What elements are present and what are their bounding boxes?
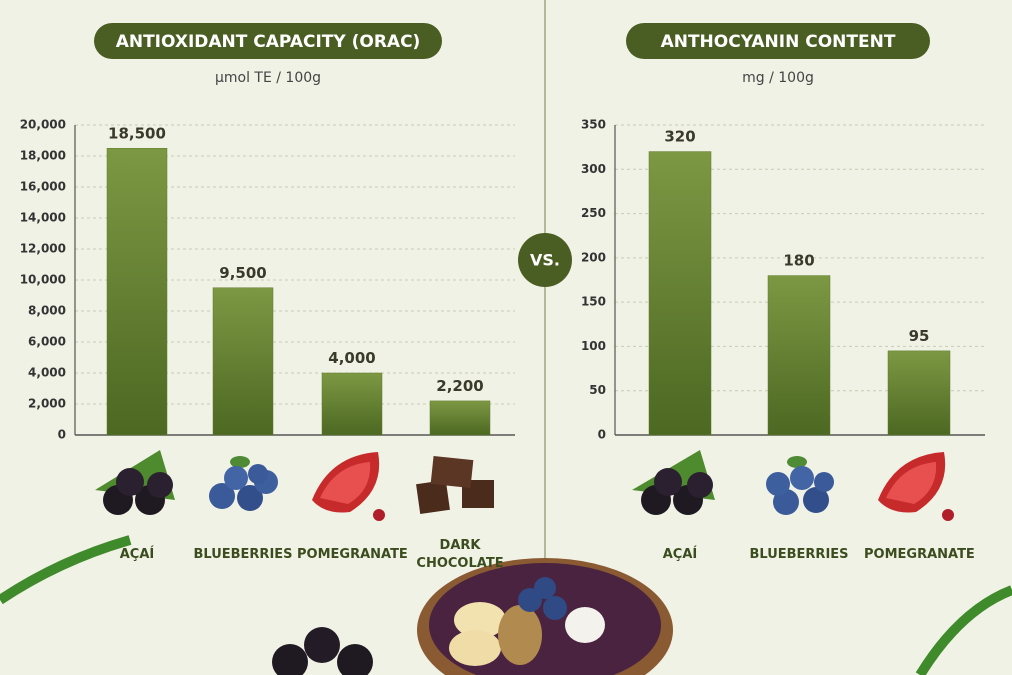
chart-subtitle: µmol TE / 100g <box>215 70 321 86</box>
category-label: POMEGRANATE <box>297 547 407 562</box>
value-label: 320 <box>664 128 695 146</box>
y-tick-label: 2,000 <box>28 397 66 411</box>
y-tick-label: 6,000 <box>28 335 66 349</box>
y-tick-label: 150 <box>581 295 606 309</box>
chocolate-icon <box>416 455 494 514</box>
value-label: 95 <box>909 327 930 345</box>
category-label-box: POMEGRANATE <box>864 547 974 562</box>
bar <box>321 372 383 436</box>
pomegranate-icon <box>312 452 954 521</box>
y-tick-label: 100 <box>581 339 606 353</box>
y-tick-label: 300 <box>581 162 606 176</box>
value-label: 4,000 <box>328 349 375 367</box>
value-label: 180 <box>783 252 814 270</box>
bar <box>767 275 831 436</box>
y-tick-label: 0 <box>598 428 606 442</box>
bar <box>106 148 168 436</box>
y-tick-label: 350 <box>581 118 606 132</box>
value-label: 9,500 <box>219 264 266 282</box>
vs-badge <box>518 233 572 287</box>
y-tick-label: 4,000 <box>28 366 66 380</box>
category-label: AÇAÍ <box>662 547 698 562</box>
value-label: 18,500 <box>108 124 166 142</box>
category-label: POMEGRANATE <box>864 547 974 562</box>
y-tick-label: 50 <box>589 383 606 397</box>
category-label: BLUEBERRIES <box>193 547 293 562</box>
category-label-box: POMEGRANATE <box>297 547 407 562</box>
category-label-box: AÇAÍ <box>662 547 698 562</box>
y-tick-label: 12,000 <box>20 242 66 256</box>
category-label-box: DARK CHOCOLATE <box>416 538 504 571</box>
bar <box>212 287 274 436</box>
y-tick-label: 8,000 <box>28 304 66 318</box>
y-tick-label: 250 <box>581 206 606 220</box>
bar <box>648 151 712 436</box>
category-label: AÇAÍ <box>119 547 155 562</box>
acai-icon <box>95 450 715 515</box>
acai-bowl <box>0 535 1012 675</box>
y-tick-label: 0 <box>58 428 66 442</box>
vs-label: VS. <box>530 251 560 270</box>
title-pill <box>94 23 442 59</box>
chart-subtitle: mg / 100g <box>742 70 814 86</box>
category-label-box: BLUEBERRIES <box>749 547 849 562</box>
bar <box>429 400 491 436</box>
chart-title: ANTHOCYANIN CONTENT <box>661 32 896 52</box>
blueberry-icon <box>209 456 834 515</box>
y-tick-label: 10,000 <box>20 273 66 287</box>
category-label-box: AÇAÍ <box>119 547 155 562</box>
y-tick-label: 14,000 <box>20 211 66 225</box>
y-tick-label: 16,000 <box>20 180 66 194</box>
value-label: 2,200 <box>436 377 483 395</box>
y-tick-label: 20,000 <box>20 118 66 132</box>
category-label: BLUEBERRIES <box>749 547 849 562</box>
title-pill <box>626 23 930 59</box>
y-tick-label: 200 <box>581 250 606 264</box>
bar <box>887 350 951 436</box>
chart-title: ANTIOXIDANT CAPACITY (ORAC) <box>116 32 421 52</box>
category-label: DARK CHOCOLATE <box>416 538 504 571</box>
category-label-box: BLUEBERRIES <box>193 547 293 562</box>
y-tick-label: 18,000 <box>20 149 66 163</box>
